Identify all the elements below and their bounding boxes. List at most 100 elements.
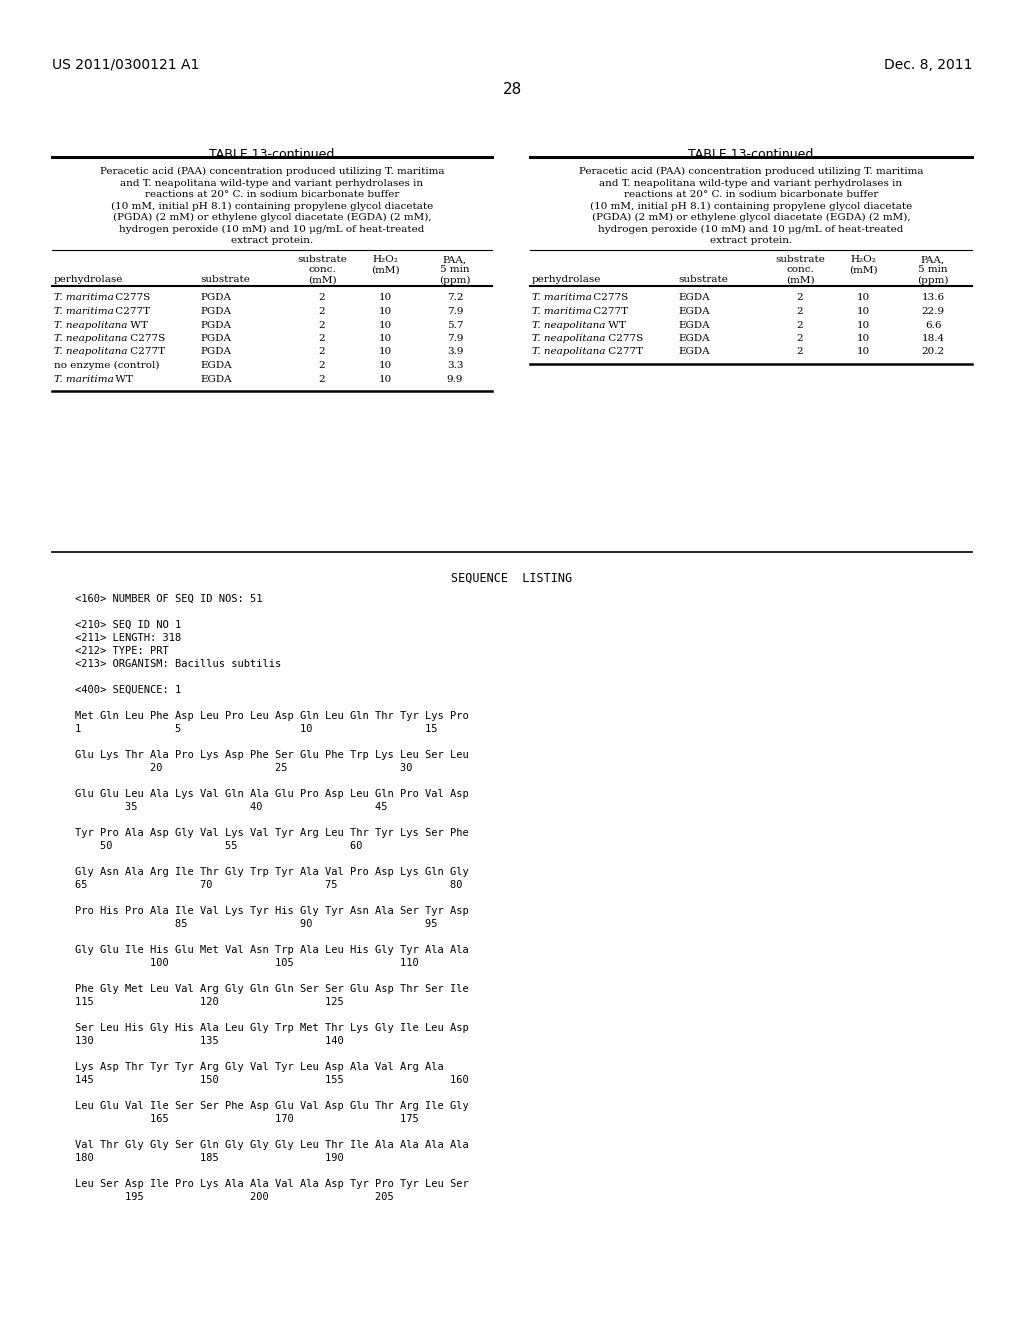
Text: 10: 10: [379, 334, 391, 343]
Text: 13.6: 13.6: [922, 293, 944, 302]
Text: 7.9: 7.9: [446, 308, 463, 315]
Text: T. neapolitana: T. neapolitana: [54, 347, 127, 356]
Text: 115                 120                 125: 115 120 125: [75, 997, 344, 1007]
Text: PGDA: PGDA: [200, 293, 231, 302]
Text: hydrogen peroxide (10 mM) and 10 μg/mL of heat-treated: hydrogen peroxide (10 mM) and 10 μg/mL o…: [598, 224, 904, 234]
Text: 2: 2: [318, 347, 326, 356]
Text: T. maritima: T. maritima: [532, 293, 592, 302]
Text: C277T: C277T: [127, 347, 165, 356]
Text: TABLE 13-continued: TABLE 13-continued: [209, 148, 335, 161]
Text: PGDA: PGDA: [200, 347, 231, 356]
Text: Met Gln Leu Phe Asp Leu Pro Leu Asp Gln Leu Gln Thr Tyr Lys Pro: Met Gln Leu Phe Asp Leu Pro Leu Asp Gln …: [75, 711, 469, 721]
Text: reactions at 20° C. in sodium bicarbonate buffer: reactions at 20° C. in sodium bicarbonat…: [144, 190, 399, 199]
Text: EGDA: EGDA: [678, 293, 710, 302]
Text: 6.6: 6.6: [925, 321, 941, 330]
Text: conc.: conc.: [786, 265, 814, 275]
Text: 9.9: 9.9: [446, 375, 463, 384]
Text: Peracetic acid (PAA) concentration produced utilizing T. maritima: Peracetic acid (PAA) concentration produ…: [579, 168, 924, 176]
Text: no enzyme (control): no enzyme (control): [54, 360, 160, 370]
Text: Tyr Pro Ala Asp Gly Val Lys Val Tyr Arg Leu Thr Tyr Lys Ser Phe: Tyr Pro Ala Asp Gly Val Lys Val Tyr Arg …: [75, 828, 469, 838]
Text: T. maritima: T. maritima: [54, 293, 114, 302]
Text: C277S: C277S: [127, 334, 165, 343]
Text: 20                  25                  30: 20 25 30: [75, 763, 413, 774]
Text: 65                  70                  75                  80: 65 70 75 80: [75, 880, 463, 890]
Text: T. neapolitana: T. neapolitana: [532, 347, 605, 356]
Text: Pro His Pro Ala Ile Val Lys Tyr His Gly Tyr Asn Ala Ser Tyr Asp: Pro His Pro Ala Ile Val Lys Tyr His Gly …: [75, 906, 469, 916]
Text: 100                 105                 110: 100 105 110: [75, 958, 419, 968]
Text: 28: 28: [503, 82, 521, 96]
Text: 2: 2: [797, 347, 803, 356]
Text: WT: WT: [127, 321, 147, 330]
Text: substrate: substrate: [775, 256, 825, 264]
Text: 145                 150                 155                 160: 145 150 155 160: [75, 1074, 469, 1085]
Text: C277S: C277S: [590, 293, 628, 302]
Text: 2: 2: [318, 360, 326, 370]
Text: extract protein.: extract protein.: [710, 236, 793, 246]
Text: 5.7: 5.7: [446, 321, 463, 330]
Text: 195                 200                 205: 195 200 205: [75, 1192, 394, 1203]
Text: T. neapolitana: T. neapolitana: [54, 334, 127, 343]
Text: EGDA: EGDA: [678, 321, 710, 330]
Text: 2: 2: [318, 334, 326, 343]
Text: 3.3: 3.3: [446, 360, 463, 370]
Text: 2: 2: [797, 334, 803, 343]
Text: 130                 135                 140: 130 135 140: [75, 1036, 344, 1045]
Text: Glu Lys Thr Ala Pro Lys Asp Phe Ser Glu Phe Trp Lys Leu Ser Leu: Glu Lys Thr Ala Pro Lys Asp Phe Ser Glu …: [75, 750, 469, 760]
Text: Peracetic acid (PAA) concentration produced utilizing T. maritima: Peracetic acid (PAA) concentration produ…: [99, 168, 444, 176]
Text: H₂O₂: H₂O₂: [372, 256, 398, 264]
Text: EGDA: EGDA: [678, 334, 710, 343]
Text: extract protein.: extract protein.: [230, 236, 313, 246]
Text: 2: 2: [318, 293, 326, 302]
Text: 20.2: 20.2: [922, 347, 944, 356]
Text: (ppm): (ppm): [439, 276, 471, 285]
Text: 50                  55                  60: 50 55 60: [75, 841, 362, 851]
Text: Leu Ser Asp Ile Pro Lys Ala Ala Val Ala Asp Tyr Pro Tyr Leu Ser: Leu Ser Asp Ile Pro Lys Ala Ala Val Ala …: [75, 1179, 469, 1189]
Text: 10: 10: [856, 308, 869, 315]
Text: perhydrolase: perhydrolase: [54, 276, 123, 285]
Text: substrate: substrate: [297, 256, 347, 264]
Text: <210> SEQ ID NO 1: <210> SEQ ID NO 1: [75, 620, 181, 630]
Text: 2: 2: [318, 308, 326, 315]
Text: 10: 10: [379, 347, 391, 356]
Text: T. maritima: T. maritima: [532, 308, 592, 315]
Text: 10: 10: [856, 293, 869, 302]
Text: 2: 2: [797, 321, 803, 330]
Text: C277T: C277T: [590, 308, 628, 315]
Text: 18.4: 18.4: [922, 334, 944, 343]
Text: T. neapolitana: T. neapolitana: [54, 321, 127, 330]
Text: WT: WT: [112, 375, 132, 384]
Text: PGDA: PGDA: [200, 308, 231, 315]
Text: 5 min: 5 min: [440, 265, 470, 275]
Text: 7.9: 7.9: [446, 334, 463, 343]
Text: (PGDA) (2 mM) or ethylene glycol diacetate (EGDA) (2 mM),: (PGDA) (2 mM) or ethylene glycol diaceta…: [592, 213, 910, 222]
Text: US 2011/0300121 A1: US 2011/0300121 A1: [52, 58, 200, 73]
Text: <400> SEQUENCE: 1: <400> SEQUENCE: 1: [75, 685, 181, 696]
Text: 10: 10: [379, 375, 391, 384]
Text: 10: 10: [379, 293, 391, 302]
Text: (ppm): (ppm): [918, 276, 949, 285]
Text: 1               5                   10                  15: 1 5 10 15: [75, 723, 437, 734]
Text: and T. neapolitana wild-type and variant perhydrolases in: and T. neapolitana wild-type and variant…: [599, 178, 902, 187]
Text: PAA,: PAA,: [443, 256, 467, 264]
Text: PGDA: PGDA: [200, 321, 231, 330]
Text: 5 min: 5 min: [919, 265, 948, 275]
Text: 10: 10: [856, 347, 869, 356]
Text: EGDA: EGDA: [678, 347, 710, 356]
Text: (mM): (mM): [307, 276, 336, 285]
Text: EGDA: EGDA: [200, 360, 231, 370]
Text: 7.2: 7.2: [446, 293, 463, 302]
Text: Dec. 8, 2011: Dec. 8, 2011: [884, 58, 972, 73]
Text: 2: 2: [318, 321, 326, 330]
Text: 165                 170                 175: 165 170 175: [75, 1114, 419, 1125]
Text: 3.9: 3.9: [446, 347, 463, 356]
Text: <213> ORGANISM: Bacillus subtilis: <213> ORGANISM: Bacillus subtilis: [75, 659, 282, 669]
Text: C277S: C277S: [605, 334, 643, 343]
Text: 22.9: 22.9: [922, 308, 944, 315]
Text: C277T: C277T: [605, 347, 643, 356]
Text: (mM): (mM): [785, 276, 814, 285]
Text: 10: 10: [379, 360, 391, 370]
Text: conc.: conc.: [308, 265, 336, 275]
Text: (PGDA) (2 mM) or ethylene glycol diacetate (EGDA) (2 mM),: (PGDA) (2 mM) or ethylene glycol diaceta…: [113, 213, 431, 222]
Text: T. maritima: T. maritima: [54, 375, 114, 384]
Text: Phe Gly Met Leu Val Arg Gly Gln Gln Ser Ser Glu Asp Thr Ser Ile: Phe Gly Met Leu Val Arg Gly Gln Gln Ser …: [75, 983, 469, 994]
